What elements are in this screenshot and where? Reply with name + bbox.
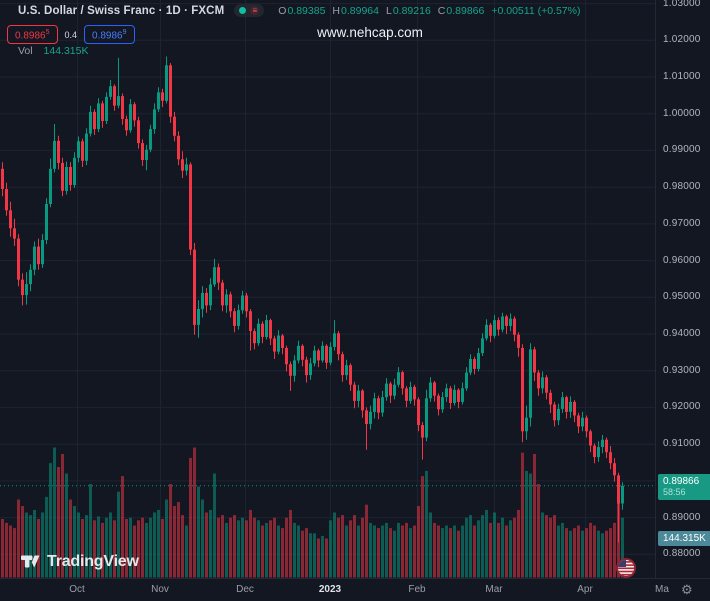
- bar-countdown: 58:56: [663, 486, 686, 497]
- watermark-text: www.nehcap.com: [317, 25, 423, 40]
- tradingview-icon: [21, 555, 40, 568]
- close-value: 0.89866: [446, 4, 485, 17]
- price-tick-label: 0.97000: [663, 217, 701, 229]
- close-label: C: [437, 4, 446, 17]
- price-tick-label: 1.01000: [663, 71, 701, 82]
- tradingview-logo[interactable]: TradingView: [20, 551, 139, 572]
- gear-icon[interactable]: ⚙: [681, 582, 693, 597]
- time-tick-label: 2023: [318, 584, 342, 595]
- price-tick-label: 0.89000: [663, 511, 701, 523]
- volume-indicator-value: 144.315K: [43, 45, 89, 57]
- time-tick-label: Ma: [655, 584, 669, 595]
- tradingview-logo-text: TradingView: [47, 552, 139, 570]
- price-tick-label: 0.93000: [663, 364, 701, 376]
- price-tick-label: 0.94000: [663, 328, 701, 339]
- ohlc-readout: O0.89385 H0.89964 L0.89216 C0.89866 +0.0…: [278, 5, 580, 17]
- time-tick-label: Mar: [485, 584, 503, 595]
- price-tick-label: 1.03000: [663, 0, 701, 9]
- chart-legend: U.S. Dollar / Swiss Franc · 1D · FXCM ≡ …: [18, 4, 580, 17]
- volume-indicator-label[interactable]: Vol: [18, 45, 33, 57]
- price-tick-label: 1.00000: [663, 107, 701, 119]
- high-label: H: [332, 4, 341, 17]
- symbol-title[interactable]: U.S. Dollar / Swiss Franc · 1D · FXCM: [18, 4, 225, 17]
- current-price-badge: 0.89866 58:56: [658, 473, 710, 500]
- volume-indicator-legend: Vol 144.315K: [18, 45, 89, 57]
- low-label: L: [385, 4, 392, 17]
- time-tick-label: Feb: [408, 584, 426, 595]
- current-price-value: 0.89866: [663, 475, 700, 487]
- high-value: 0.89964: [341, 4, 379, 17]
- us-flag-icon[interactable]: [615, 557, 637, 579]
- quick-menu-icon[interactable]: ≡: [250, 6, 260, 15]
- time-tick-label: Oct: [69, 584, 85, 595]
- spread-value: 0.4: [64, 29, 78, 40]
- time-tick-label: Nov: [151, 584, 169, 595]
- open-value: 0.89385: [287, 4, 326, 17]
- time-tick-label: Apr: [577, 584, 593, 595]
- price-tick-label: 0.96000: [663, 254, 701, 266]
- price-tick-label: 0.91000: [663, 438, 701, 450]
- grid-layer: [0, 0, 655, 578]
- change-value: +0.00511 (+0.57%): [491, 4, 581, 17]
- price-tick-label: 0.92000: [663, 401, 701, 413]
- sell-bid-button[interactable]: 0.89865: [7, 25, 58, 45]
- market-open-dot-icon: [239, 7, 247, 14]
- volume-value-badge: 144.315K: [658, 531, 710, 546]
- candlestick-layer: [1, 56, 624, 543]
- price-tick-label: 0.99000: [663, 144, 701, 156]
- chart-status-pill[interactable]: ≡: [234, 4, 265, 17]
- open-label: O: [278, 4, 287, 17]
- price-tick-label: 0.95000: [663, 291, 701, 303]
- time-tick-label: Dec: [236, 584, 254, 595]
- price-tick-label: 0.98000: [663, 181, 701, 193]
- price-axis[interactable]: 0.880000.890000.900000.910000.920000.930…: [655, 0, 710, 578]
- price-tick-label: 1.02000: [663, 34, 701, 46]
- price-chart-canvas[interactable]: [0, 0, 655, 578]
- time-axis[interactable]: ⚙ Oct Nov Dec 2023 Feb Mar Apr Ma: [0, 578, 710, 601]
- bid-ask-panel: 0.89865 0.4 0.89869: [7, 25, 135, 45]
- buy-ask-button[interactable]: 0.89869: [84, 25, 135, 45]
- low-value: 0.89216: [392, 4, 431, 17]
- price-tick-label: 0.88000: [663, 548, 701, 560]
